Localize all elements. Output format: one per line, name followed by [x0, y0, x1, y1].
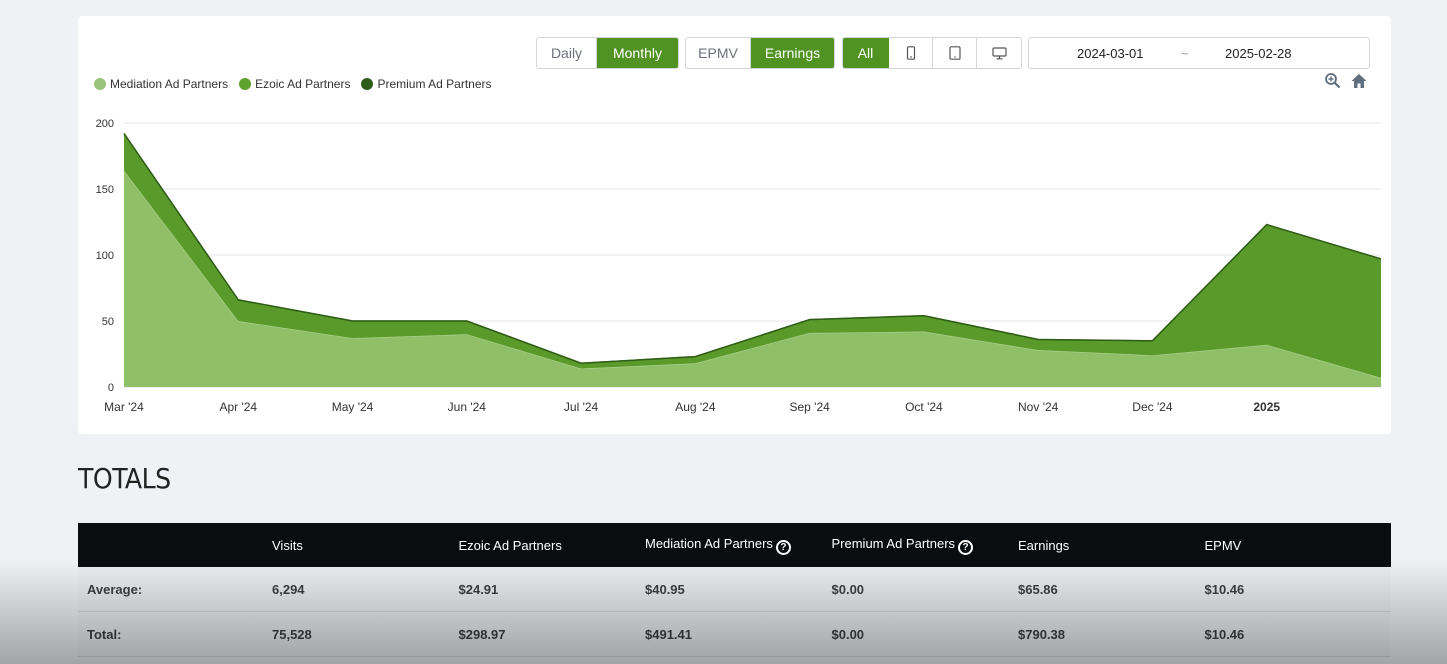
cell-epmv: $10.46 — [1204, 626, 1245, 642]
date-start: 2024-03-01 — [1077, 46, 1144, 61]
area-mediation-ad-partners — [124, 170, 1381, 387]
cell-premium: $0.00 — [831, 626, 865, 642]
header-label: Mediation Ad Partners — [645, 535, 773, 551]
legend-dot — [239, 78, 252, 90]
chart-tools — [1324, 72, 1368, 90]
header-label: Premium Ad Partners — [831, 535, 956, 551]
cell-mediation: $40.95 — [645, 581, 685, 597]
earnings-area-chart: 0 50 100 150 200 Mar '24 Apr '24 May '24 Jun '24… — [96, 118, 1382, 414]
cell-ezoic: $24.91 — [458, 581, 499, 597]
monthly-button[interactable]: Monthly — [597, 38, 678, 68]
legend-dot — [94, 78, 106, 90]
cell-premium: $0.00 — [831, 581, 865, 597]
home-icon[interactable] — [1350, 72, 1368, 90]
legend-dot — [361, 78, 374, 90]
table-header: Visits Ezoic Ad Partners Mediation Ad Pa… — [78, 523, 1391, 567]
cell-visits: 6,294 — [272, 581, 305, 597]
row-label: Average: — [87, 581, 143, 597]
legend-label: Mediation Ad Partners — [110, 77, 229, 91]
header-epmv: EPMV — [1204, 537, 1242, 553]
all-devices-button[interactable]: All — [843, 38, 889, 68]
date-end: 2025-02-28 — [1225, 46, 1292, 61]
cell-ezoic: $298.97 — [458, 626, 506, 642]
x-tick-label: Nov '24 — [1018, 400, 1059, 414]
daily-button[interactable]: Daily — [537, 38, 597, 68]
legend-label: Ezoic Ad Partners — [255, 77, 351, 91]
row-label: Total: — [87, 626, 122, 642]
mobile-button[interactable] — [889, 38, 933, 68]
line-premium-ad-partners — [123, 133, 1382, 364]
x-tick-label: Mar '24 — [104, 400, 144, 414]
header-ezoic: Ezoic Ad Partners — [458, 537, 562, 553]
y-tick-label: 100 — [96, 250, 114, 262]
x-tick-label: 2025 — [1253, 400, 1280, 414]
y-tick-label: 0 — [108, 382, 114, 394]
x-tick-label: Jul '24 — [564, 400, 599, 414]
header-premium: Premium Ad Partners? — [832, 536, 1019, 555]
tablet-icon — [948, 46, 961, 60]
legend-item-premium[interactable]: Premium Ad Partners — [361, 77, 492, 91]
device-toggle: All — [842, 37, 1022, 69]
x-tick-label: Apr '24 — [219, 400, 257, 414]
table-row-total: Total: 75,528 $298.97 $491.41 $0.00 $790… — [78, 612, 1391, 657]
help-icon[interactable]: ? — [958, 539, 974, 555]
y-tick-label: 50 — [102, 316, 114, 328]
legend-label: Premium Ad Partners — [377, 77, 492, 91]
totals-heading: TOTALS — [78, 462, 171, 495]
header-mediation: Mediation Ad Partners? — [645, 536, 832, 555]
x-tick-label: May '24 — [332, 400, 374, 414]
mobile-icon — [906, 46, 915, 60]
y-tick-label: 150 — [96, 184, 114, 196]
zoom-in-icon[interactable] — [1324, 72, 1342, 90]
desktop-icon — [991, 46, 1007, 59]
metric-toggle: EPMV Earnings — [685, 37, 835, 69]
epmv-button[interactable]: EPMV — [686, 38, 751, 68]
cell-earnings: $65.86 — [1018, 581, 1058, 597]
date-range-picker[interactable]: 2024-03-01 ~ 2025-02-28 — [1028, 37, 1370, 69]
header-visits: Visits — [272, 537, 303, 553]
date-separator: ~ — [1181, 46, 1189, 61]
desktop-button[interactable] — [977, 38, 1021, 68]
legend-item-ezoic[interactable]: Ezoic Ad Partners — [239, 77, 350, 91]
tablet-button[interactable] — [933, 38, 977, 68]
header-earnings: Earnings — [1018, 537, 1070, 553]
cell-mediation: $491.41 — [645, 626, 692, 642]
chart-legend: Mediation Ad Partners Ezoic Ad Partners … — [94, 77, 503, 91]
table-row-average: Average: 6,294 $24.91 $40.95 $0.00 $65.8… — [78, 567, 1391, 612]
help-icon[interactable]: ? — [775, 539, 791, 555]
chart-card: Daily Monthly EPMV Earnings All 2024-03-… — [78, 16, 1391, 434]
cell-epmv: $10.46 — [1204, 581, 1245, 597]
cell-visits: 75,528 — [272, 626, 312, 642]
cell-earnings: $790.38 — [1018, 626, 1065, 642]
totals-table: Visits Ezoic Ad Partners Mediation Ad Pa… — [78, 523, 1391, 657]
y-tick-label: 200 — [96, 118, 114, 130]
x-tick-label: Aug '24 — [675, 400, 716, 414]
earnings-button[interactable]: Earnings — [751, 38, 834, 68]
x-tick-label: Oct '24 — [905, 400, 943, 414]
period-toggle: Daily Monthly — [536, 37, 679, 69]
x-tick-label: Sep '24 — [789, 400, 830, 414]
legend-item-mediation[interactable]: Mediation Ad Partners — [94, 77, 228, 91]
x-tick-label: Dec '24 — [1132, 400, 1173, 414]
x-tick-label: Jun '24 — [448, 400, 487, 414]
